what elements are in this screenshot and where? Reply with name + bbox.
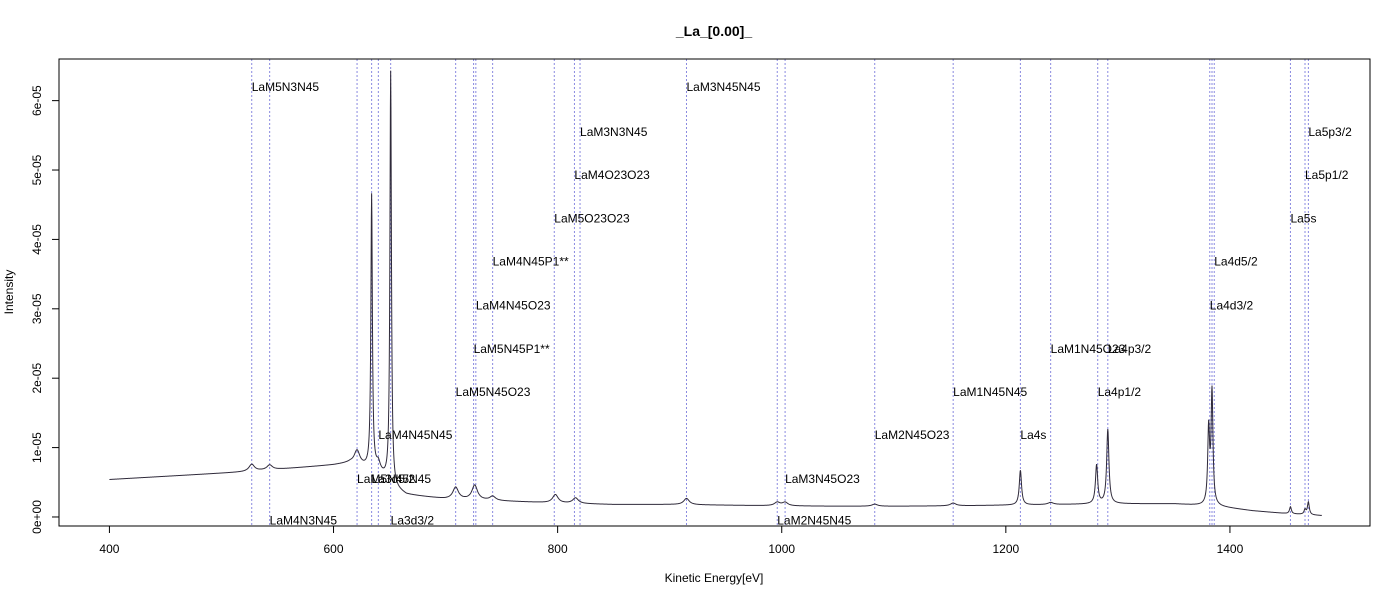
x-tick-label: 600	[324, 542, 344, 556]
peak-label: LaM5O23O23	[554, 212, 630, 226]
peak-label: LaM1N45N45	[953, 385, 1027, 399]
peak-label: LaM5N45N45	[357, 472, 431, 486]
x-tick-label: 1000	[768, 542, 795, 556]
peak-label: La4p3/2	[1108, 342, 1152, 356]
peak-label: La5s	[1290, 212, 1316, 226]
y-tick-label: 3e-05	[30, 293, 44, 324]
peak-label: La4d3/2	[1210, 298, 1254, 312]
peak-label: La5p3/2	[1308, 125, 1352, 139]
x-axis: 400 600 800 1000 1200 1400	[99, 525, 1244, 556]
peak-label: LaM3N3N45	[580, 125, 648, 139]
peak-label: LaM4N45O23	[476, 298, 551, 312]
peak-label: La4s	[1020, 428, 1046, 442]
peak-label: LaM1N45O23	[1051, 342, 1126, 356]
x-tick-label: 1400	[1217, 542, 1244, 556]
peak-label: LaM4N3N45	[270, 513, 338, 527]
peak-label: LaM5N3N45	[252, 80, 320, 94]
x-tick-label: 400	[99, 542, 119, 556]
y-tick-label: 6e-05	[30, 85, 44, 116]
peak-label: LaM5N45P1**	[474, 342, 550, 356]
x-tick-label: 800	[548, 542, 568, 556]
spectrum-line	[109, 70, 1322, 516]
peak-label: LaM5N45O23	[456, 385, 531, 399]
y-tick-label: 1e-05	[30, 432, 44, 463]
chart-title: _La_[0.00]_	[675, 23, 752, 39]
peak-label: La3d5/2	[372, 472, 416, 486]
y-tick-label: 2e-05	[30, 363, 44, 394]
y-axis-title: Intensity	[2, 270, 16, 315]
peak-label: LaM4N45N45	[378, 428, 452, 442]
peak-marker-lines	[251, 59, 1309, 526]
peak-label: LaM3N45O23	[785, 472, 860, 486]
peak-label: LaM2N45N45	[777, 513, 851, 527]
peak-label: La5p1/2	[1305, 168, 1349, 182]
y-tick-label: 4e-05	[30, 224, 44, 255]
peak-label: La4d5/2	[1214, 255, 1258, 269]
y-axis: 0e+00 1e-05 2e-05 3e-05 4e-05 5e-05 6e-05	[30, 85, 60, 534]
peak-label: LaM4O23O23	[574, 168, 650, 182]
x-tick-label: 1200	[992, 542, 1019, 556]
peak-label: LaM3N45N45	[686, 80, 760, 94]
x-axis-title: Kinetic Energy[eV]	[665, 571, 764, 585]
y-tick-label: 0e+00	[30, 500, 44, 534]
peak-label: La4p1/2	[1098, 385, 1142, 399]
peak-label: LaM2N45O23	[875, 428, 950, 442]
y-tick-label: 5e-05	[30, 154, 44, 185]
peak-label: La3d3/2	[391, 513, 435, 527]
peak-label: LaM4N45P1**	[493, 255, 569, 269]
plot-frame	[58, 58, 1371, 527]
